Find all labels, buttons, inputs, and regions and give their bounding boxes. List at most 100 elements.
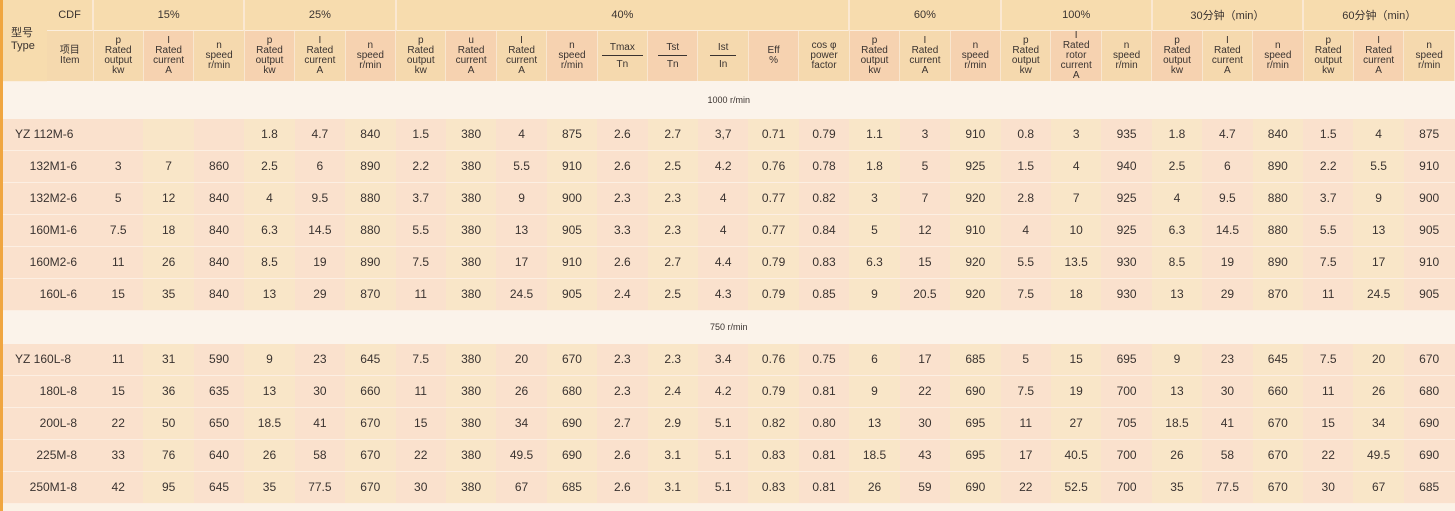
column-header-line: kw	[1019, 65, 1032, 76]
column-header: n speed r/min	[1403, 30, 1455, 81]
fraction-numerator: Ist	[709, 42, 737, 56]
column-header-line: current	[505, 55, 538, 66]
column-header-line: current	[1363, 55, 1395, 66]
cdf-label: CDF	[47, 0, 94, 31]
table-cell: 925	[1101, 182, 1152, 215]
table-row: YZ 160L-8 11 31 590 9 23 645 7.5 380 20 670 2.3 2.3 3…	[3, 343, 1455, 376]
column-header-line: Rated	[1314, 45, 1342, 56]
column-header-line: kw	[414, 65, 427, 76]
column-header-line: kw	[1322, 65, 1335, 76]
table-cell: 15	[1303, 407, 1354, 440]
table-cell	[193, 118, 245, 151]
table-cell: 58	[294, 439, 346, 472]
table-cell: 0.81	[798, 375, 850, 408]
column-header-line: p	[1174, 35, 1180, 46]
cdf-group-header: 60%	[848, 0, 1001, 31]
table-row: 160M2-6 11 26 840 8.5 19 890 7.5 380 17 910 2.6 2.7 4…	[3, 246, 1455, 279]
column-header: p Rated output kw	[1151, 30, 1203, 81]
table-cell: 2.8	[1000, 182, 1051, 215]
column-header-line: A	[518, 65, 525, 76]
table-cell: 1.8	[244, 118, 295, 151]
table-cell: 42	[93, 471, 144, 504]
column-header-line: current	[1060, 60, 1092, 71]
item-header-line: 项目	[59, 45, 80, 56]
table-cell: 670	[345, 407, 396, 440]
column-header-line: rotor	[1065, 50, 1087, 61]
table-cell: 17	[1000, 439, 1051, 472]
table-cell: 5.5	[496, 150, 547, 183]
table-cell: 0.71	[748, 118, 799, 151]
table-cell: 18.5	[1151, 407, 1203, 440]
table-cell: 840	[1252, 118, 1304, 151]
table-cell: 5.5	[1353, 150, 1404, 183]
speed-section-label: 750 r/min	[3, 310, 1455, 344]
column-header-line: Rated	[457, 45, 485, 56]
fraction-denominator: Tn	[666, 58, 679, 70]
motor-spec-table: 型号 Type CDF 15% 25% 40% 60% 100% 30分钟（min） 60分钟（m…	[3, 0, 1455, 504]
table-cell: 5.5	[1303, 214, 1354, 247]
table-cell: 380	[445, 439, 497, 472]
table-cell: 2.3	[647, 343, 698, 376]
table-cell: 4.2	[697, 375, 749, 408]
column-header-line: r/min	[359, 60, 382, 71]
table-cell: 6.3	[849, 246, 900, 279]
table-cell: 6	[1202, 150, 1253, 183]
column-header-line: output	[860, 55, 889, 66]
motor-type: 160L-6	[3, 278, 94, 311]
table-cell: 5.1	[697, 471, 749, 504]
column-header-line: output	[406, 55, 435, 66]
column-header-line: Rated	[1214, 45, 1241, 56]
column-header-line: Rated	[1012, 45, 1040, 56]
table-cell: 890	[345, 246, 396, 279]
table-cell: 40.5	[1050, 439, 1102, 472]
column-header: I Rated current A	[294, 30, 346, 81]
table-cell: 3.7	[395, 182, 446, 215]
table-cell: 2.3	[597, 182, 648, 215]
column-header-line: current	[909, 55, 941, 66]
table-cell: 700	[1101, 471, 1152, 504]
fraction-numerator: Tst	[658, 42, 688, 56]
table-cell: 26	[849, 471, 900, 504]
table-cell: 15	[899, 246, 951, 279]
table-cell: 380	[445, 150, 497, 183]
column-header: I Rated current A	[1202, 30, 1254, 81]
item-header: 项目 Item	[47, 30, 94, 81]
table-cell: 15	[93, 375, 144, 408]
table-row: 132M2-6 5 12 840 4 9.5 880 3.7 380 9 900 2.3 2.3 4 0.7…	[3, 182, 1455, 215]
item-header-line: Item	[60, 55, 80, 66]
table-cell: 7.5	[1303, 246, 1354, 279]
column-header-line: speed	[1112, 50, 1141, 61]
column-header-line: Eff	[767, 45, 780, 56]
table-cell: 920	[950, 182, 1001, 215]
table-cell: 670	[1252, 407, 1304, 440]
column-header-line: Rated	[1062, 40, 1090, 51]
table-cell: 31	[143, 343, 194, 376]
column-header-line: p	[1022, 35, 1029, 46]
table-cell: 26	[143, 246, 194, 279]
table-cell: 13	[1151, 278, 1203, 311]
table-cell: 13	[1353, 214, 1404, 247]
table-cell: 880	[1252, 214, 1304, 247]
table-cell: 4	[244, 182, 295, 215]
table-cell: 4.7	[1202, 118, 1253, 151]
table-cell: 380	[445, 246, 497, 279]
table-cell: 4.2	[697, 150, 749, 183]
table-cell: 890	[345, 150, 396, 183]
table-cell: 380	[445, 214, 497, 247]
table-cell: 2.5	[244, 150, 295, 183]
table-cell: 49.5	[1353, 439, 1404, 472]
table-cell: 670	[546, 343, 598, 376]
table-cell: 890	[1252, 246, 1304, 279]
table-cell: 11	[1000, 407, 1051, 440]
table-row: 250M1-8 42 95 645 35 77.5 670 30 380 67 685 2.6 3.1 5…	[3, 471, 1455, 504]
column-header-line: output	[1163, 55, 1191, 66]
table-cell: 5.1	[697, 407, 749, 440]
table-cell: 7	[899, 182, 951, 215]
table-cell: 19	[1202, 246, 1253, 279]
type-header-line: 型号	[11, 27, 33, 40]
table-cell: 9	[849, 278, 900, 311]
table-cell: 910	[950, 118, 1001, 151]
table-cell: 930	[1101, 246, 1152, 279]
table-cell: 11	[395, 375, 446, 408]
column-header: Tmax Tn	[597, 30, 649, 81]
